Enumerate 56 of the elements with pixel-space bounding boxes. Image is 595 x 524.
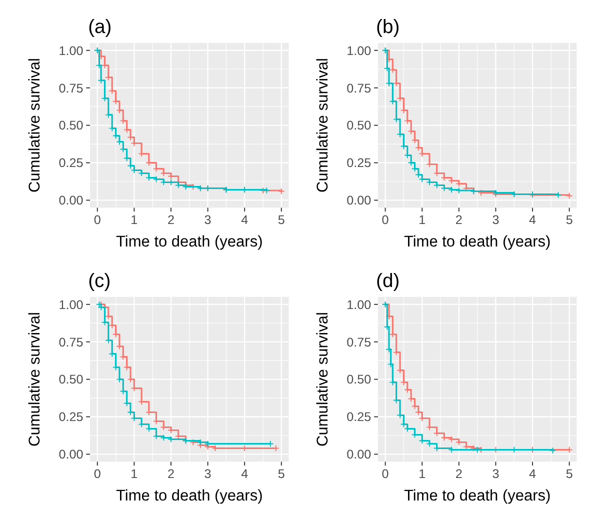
x-tick-label: 1 — [130, 213, 138, 228]
y-tick-label: 1.00 — [58, 298, 84, 312]
chart-title: (c) — [88, 270, 111, 292]
y-tick-label: 0.75 — [346, 335, 372, 350]
y-tick-label: 0.50 — [58, 372, 84, 387]
chart-title: (d) — [376, 270, 400, 292]
x-tick-label: 5 — [278, 467, 285, 482]
y-tick-label: 0.50 — [346, 118, 372, 133]
x-tick-label: 4 — [241, 467, 248, 482]
x-axis-title: Time to death (years) — [404, 487, 551, 504]
x-tick-label: 2 — [455, 467, 462, 482]
x-tick-label: 3 — [492, 213, 500, 228]
x-tick-label: 2 — [167, 213, 174, 228]
x-tick-label: 3 — [204, 213, 212, 228]
y-tick-label: 0.50 — [346, 372, 372, 387]
y-tick-label: 0.00 — [58, 448, 84, 462]
x-tick-label: 2 — [455, 213, 462, 228]
y-tick-label: 0.25 — [346, 410, 372, 424]
x-tick-label: 0 — [382, 467, 389, 482]
y-axis-title: Cumulative survival — [314, 312, 332, 446]
y-tick-label: 1.00 — [346, 298, 372, 312]
y-tick-label: 0.00 — [346, 448, 372, 462]
x-tick-label: 1 — [418, 467, 426, 482]
y-tick-label: 0.25 — [58, 156, 84, 170]
x-tick-label: 0 — [94, 213, 101, 228]
x-tick-label: 0 — [382, 213, 389, 228]
y-tick-label: 0.00 — [346, 194, 372, 208]
x-tick-label: 4 — [529, 467, 536, 482]
y-tick-label: 0.25 — [346, 156, 372, 170]
x-tick-label: 1 — [130, 467, 138, 482]
x-tick-label: 5 — [278, 213, 285, 228]
y-tick-label: 0.75 — [346, 81, 372, 96]
y-tick-label: 0.00 — [58, 194, 84, 208]
x-tick-label: 3 — [492, 467, 500, 482]
x-tick-label: 5 — [566, 467, 573, 482]
y-axis-title: Cumulative survival — [26, 58, 44, 192]
y-tick-label: 0.75 — [58, 81, 84, 96]
x-tick-label: 3 — [204, 467, 212, 482]
x-axis-title: Time to death (years) — [116, 487, 263, 504]
y-tick-label: 0.50 — [58, 118, 84, 133]
chart-title: (b) — [376, 16, 400, 38]
x-axis-title: Time to death (years) — [116, 233, 263, 250]
x-tick-label: 2 — [167, 467, 174, 482]
y-tick-label: 1.00 — [346, 44, 372, 58]
chart-title: (a) — [88, 16, 112, 38]
y-tick-label: 0.25 — [58, 410, 84, 424]
x-tick-label: 5 — [566, 213, 573, 228]
x-tick-label: 1 — [418, 213, 426, 228]
x-axis-title: Time to death (years) — [404, 233, 551, 250]
x-tick-label: 4 — [241, 213, 248, 228]
y-tick-label: 0.75 — [58, 335, 84, 350]
x-tick-label: 4 — [529, 213, 536, 228]
x-tick-label: 0 — [94, 467, 101, 482]
y-axis-title: Cumulative survival — [26, 312, 44, 446]
y-tick-label: 1.00 — [58, 44, 84, 58]
y-axis-title: Cumulative survival — [314, 58, 332, 192]
